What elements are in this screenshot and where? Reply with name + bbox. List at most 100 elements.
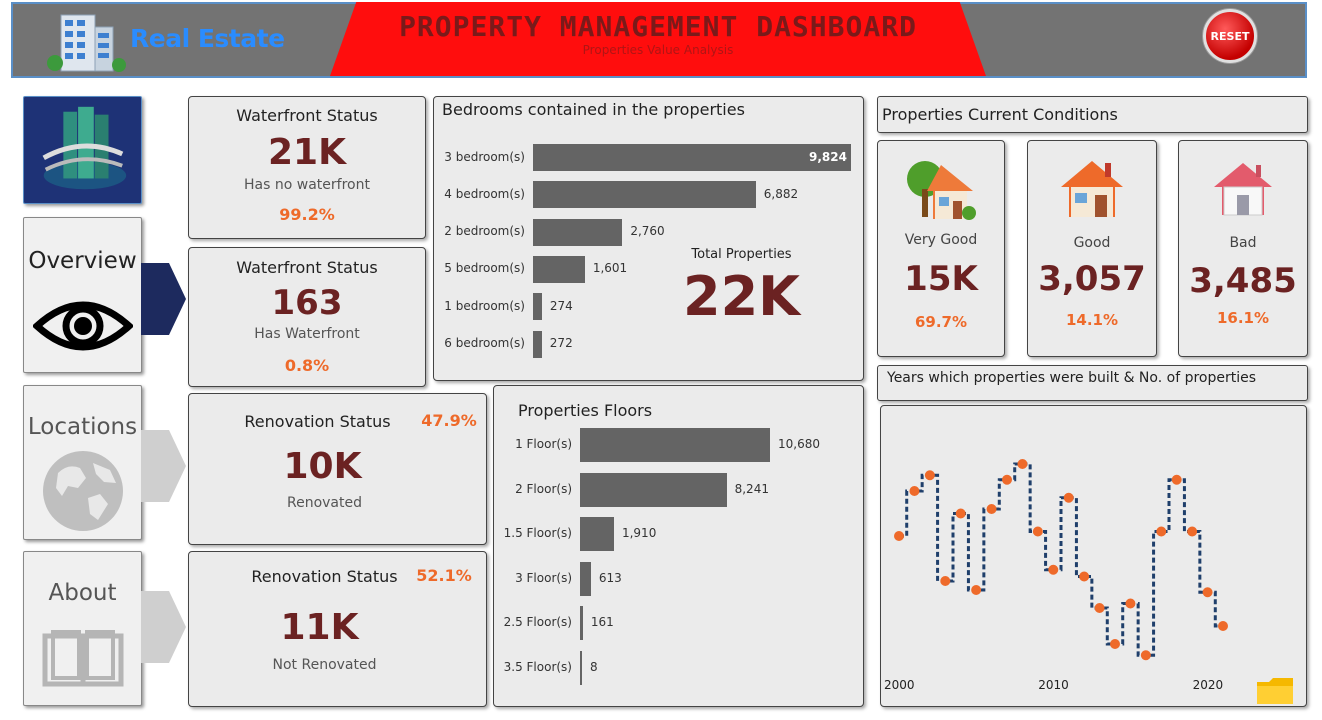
bar-value-label: 8,241 <box>734 481 769 496</box>
bar[interactable] <box>580 472 727 507</box>
bar-category-label: 2 bedroom(s) <box>444 224 525 239</box>
nav-overview-button[interactable]: Overview <box>23 217 142 373</box>
waterfront-yes-card: Waterfront Status 163 Has Waterfront 0.8… <box>188 247 426 387</box>
bar-value-label: 272 <box>549 336 573 350</box>
data-point[interactable] <box>1094 603 1105 613</box>
data-point[interactable] <box>894 531 904 541</box>
years-chart-panel: 2000 2010 2020 <box>880 405 1307 707</box>
floors-chart-title: Properties Floors <box>518 401 653 420</box>
floors-chart-panel: Properties Floors 1 Floor(s) 10,680 2 Floo… <box>493 385 864 707</box>
house-icon <box>1061 161 1123 217</box>
bar-category-label: 1 bedroom(s) <box>444 298 525 313</box>
bar-category-label: 4 bedroom(s) <box>444 186 525 201</box>
data-point[interactable] <box>1032 526 1043 537</box>
waterfront-no-card: Waterfront Status 21K Has no waterfront … <box>188 96 426 239</box>
condition-label: Very Good <box>904 232 978 248</box>
floors-bar-chart: 1 Floor(s) 10,680 2 Floor(s) 8,241 1.5 Floor… <box>494 386 863 706</box>
data-point[interactable] <box>1171 474 1182 485</box>
data-point[interactable] <box>1002 474 1012 485</box>
data-point[interactable] <box>1140 650 1151 661</box>
card-title: Waterfront Status <box>236 258 378 277</box>
bar[interactable] <box>533 218 623 246</box>
bar[interactable] <box>533 330 542 358</box>
data-point[interactable] <box>1125 598 1136 609</box>
condition-value: 15K <box>904 259 978 299</box>
bedrooms-bar-chart: 3 bedroom(s) 9,824 4 bedroom(s) 6,882 2 bedr… <box>434 97 863 380</box>
bar-value-label: 1,910 <box>621 526 657 540</box>
bar[interactable] <box>580 517 614 551</box>
eye-icon <box>32 301 133 351</box>
bar-category-label: 5 bedroom(s) <box>444 261 525 276</box>
bar-category-label: 1.5 Floor(s) <box>503 526 572 540</box>
series-line <box>899 462 1223 657</box>
not-renovated-pct: 52.1% <box>416 566 472 585</box>
data-point[interactable] <box>1156 526 1167 537</box>
nav-about-label: About <box>48 580 117 606</box>
bar[interactable] <box>580 428 770 462</box>
nav-locations-button[interactable]: Locations <box>23 385 142 540</box>
total-properties-value: 22K <box>683 265 800 328</box>
x-tick-label: 2020 <box>1192 678 1224 692</box>
data-point[interactable] <box>1218 621 1228 631</box>
data-point[interactable] <box>971 585 982 595</box>
data-point[interactable] <box>1063 492 1074 503</box>
bedrooms-chart-panel: Bedrooms contained in the properties 3 b… <box>433 96 864 381</box>
bar-value-label: 161 <box>590 615 614 629</box>
data-point[interactable] <box>924 470 935 481</box>
skyscraper-logo-icon <box>42 106 127 190</box>
condition-bad-card: Bad 3,485 16.1% <box>1178 140 1308 357</box>
data-point[interactable] <box>1017 459 1028 469</box>
overview-active-arrow-icon <box>141 263 186 335</box>
condition-value: 3,485 <box>1189 261 1297 301</box>
nav-about-button[interactable]: About <box>23 551 142 706</box>
condition-value: 3,057 <box>1038 259 1146 299</box>
waterfront-no-value: 21K <box>268 132 346 173</box>
bar[interactable] <box>533 144 851 171</box>
data-point[interactable] <box>986 504 997 514</box>
data-point[interactable] <box>940 576 951 586</box>
condition-pct: 16.1% <box>1216 309 1270 327</box>
years-title: Years which properties were built & No. … <box>887 370 1257 386</box>
globe-icon <box>42 451 123 531</box>
nav-overview-label: Overview <box>28 248 137 274</box>
reset-button[interactable]: RESET <box>1203 9 1257 63</box>
bar[interactable] <box>580 606 583 640</box>
bar-category-label: 6 bedroom(s) <box>444 336 525 350</box>
bar-value-label: 613 <box>598 570 622 585</box>
condition-pct: 69.7% <box>914 313 968 331</box>
data-point[interactable] <box>1079 571 1090 582</box>
total-properties-label: Total Properties <box>691 247 792 262</box>
waterfront-yes-pct: 0.8% <box>284 356 330 375</box>
bar-value-label: 8 <box>590 659 598 674</box>
data-point[interactable] <box>1187 526 1198 537</box>
building-logo-icon <box>47 14 126 72</box>
waterfront-no-pct: 99.2% <box>279 205 335 224</box>
bar-category-label: 3 Floor(s) <box>515 570 572 585</box>
data-point[interactable] <box>1048 564 1059 575</box>
locations-arrow-icon <box>141 430 186 502</box>
bar[interactable] <box>533 181 756 209</box>
bedrooms-chart-title: Bedrooms contained in the properties <box>442 100 745 119</box>
data-point[interactable] <box>909 486 920 496</box>
card-title: Renovation Status <box>251 567 398 586</box>
x-tick-label: 2000 <box>884 678 915 692</box>
data-point[interactable] <box>955 508 966 519</box>
bar[interactable] <box>580 561 591 596</box>
waterfront-yes-label: Has Waterfront <box>254 326 360 342</box>
bar-category-label: 2.5 Floor(s) <box>503 615 572 629</box>
card-title: Waterfront Status <box>236 106 378 125</box>
data-point[interactable] <box>1110 639 1120 649</box>
data-point[interactable] <box>1202 587 1213 598</box>
dashboard-subtitle: Properties Value Analysis <box>582 43 734 57</box>
bar[interactable] <box>580 650 582 685</box>
folder-icon[interactable] <box>1255 676 1295 706</box>
house-with-tree-icon <box>907 161 976 220</box>
bar[interactable] <box>533 293 542 321</box>
bar-category-label: 2 Floor(s) <box>515 481 572 496</box>
not-renovated-card: Renovation Status 52.1% 11K Not Renovate… <box>188 551 487 707</box>
condition-label: Bad <box>1229 235 1257 251</box>
bar-value-label: 6,882 <box>763 186 799 201</box>
card-title: Renovation Status <box>244 412 391 431</box>
not-renovated-label: Not Renovated <box>272 657 377 673</box>
bar[interactable] <box>533 255 585 283</box>
